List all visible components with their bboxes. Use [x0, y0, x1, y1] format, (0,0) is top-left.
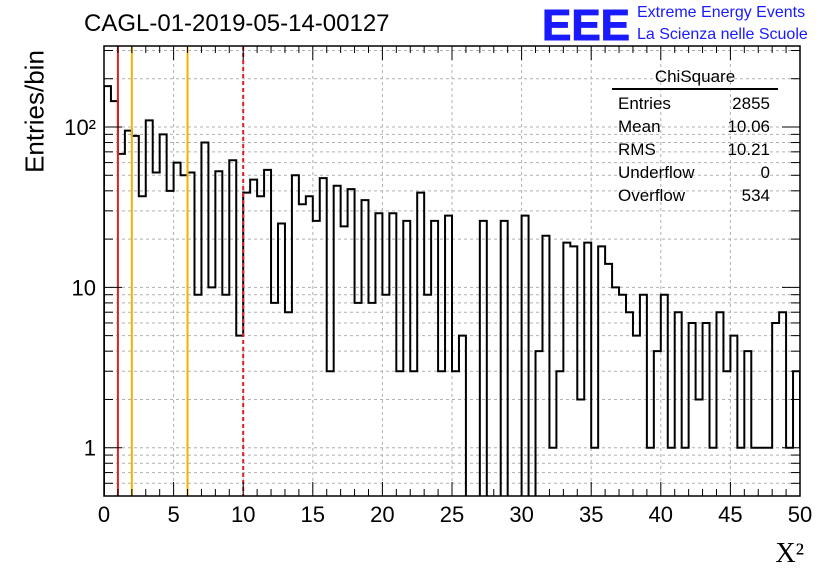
- y-tick-label: 10²: [64, 115, 96, 140]
- stats-value: 2855: [732, 94, 770, 113]
- y-axis-label: Entries/bin: [19, 50, 50, 173]
- x-tick-label: 0: [98, 502, 110, 527]
- stats-box: ChiSquare Entries 2855 Mean 10.06 RMS 10…: [612, 66, 778, 206]
- x-tick-label: 20: [370, 502, 394, 527]
- stats-row-mean: Mean 10.06: [612, 115, 778, 138]
- stats-value: 10.21: [727, 140, 770, 159]
- x-tick-label: 35: [579, 502, 603, 527]
- stats-row-entries: Entries 2855: [612, 92, 778, 115]
- y-tick-label: 1: [84, 436, 96, 461]
- x-tick-label: 45: [718, 502, 742, 527]
- stats-title: ChiSquare: [612, 66, 778, 90]
- eee-logo-mark: EEE: [542, 4, 631, 44]
- x-tick-label: 25: [440, 502, 464, 527]
- x-tick-label: 15: [301, 502, 325, 527]
- stats-label: Underflow: [618, 163, 695, 182]
- x-tick-label: 30: [509, 502, 533, 527]
- stats-label: Overflow: [618, 186, 686, 205]
- y-tick-label: 10: [72, 275, 96, 300]
- logo-line-1: Extreme Energy Events: [637, 4, 806, 21]
- run-title: CAGL-01-2019-05-14-00127: [84, 10, 390, 37]
- logo-mark-text: EEE: [542, 4, 630, 44]
- x-axis-label: X²: [775, 538, 804, 569]
- x-tick-label: 50: [788, 502, 812, 527]
- x-tick-label: 5: [167, 502, 179, 527]
- x-tick-label: 40: [649, 502, 673, 527]
- stats-row-overflow: Overflow 534: [612, 184, 778, 207]
- logo-line-2: La Scienza nelle Scuole: [637, 26, 808, 43]
- stats-label: Mean: [618, 117, 661, 136]
- stats-label: Entries: [618, 94, 671, 113]
- histogram-bars: [104, 85, 800, 496]
- x-tick-label: 10: [231, 502, 255, 527]
- stats-value: 534: [741, 186, 770, 205]
- stats-label: RMS: [618, 140, 656, 159]
- stats-value: 0: [760, 163, 770, 182]
- stats-row-rms: RMS 10.21: [612, 138, 778, 161]
- stats-row-underflow: Underflow 0: [612, 161, 778, 184]
- stats-value: 10.06: [727, 117, 770, 136]
